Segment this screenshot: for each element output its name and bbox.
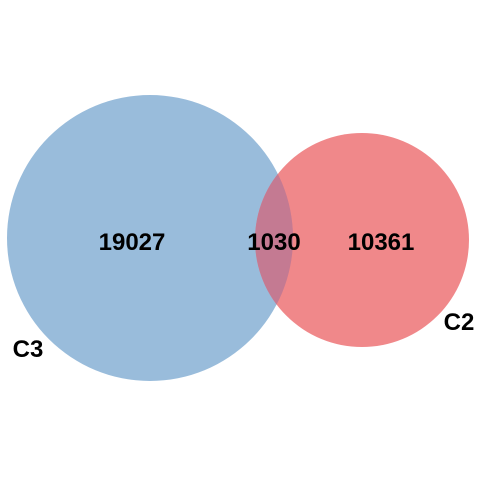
set-c2-label: C2	[444, 309, 475, 336]
set-c2-only-count: 10361	[348, 229, 415, 256]
set-c2-circle	[255, 133, 469, 347]
set-c3-circle	[7, 95, 293, 381]
set-c3-only-count: 19027	[99, 229, 166, 256]
intersection-count: 1030	[247, 229, 300, 256]
set-c3-label: C3	[13, 336, 44, 363]
